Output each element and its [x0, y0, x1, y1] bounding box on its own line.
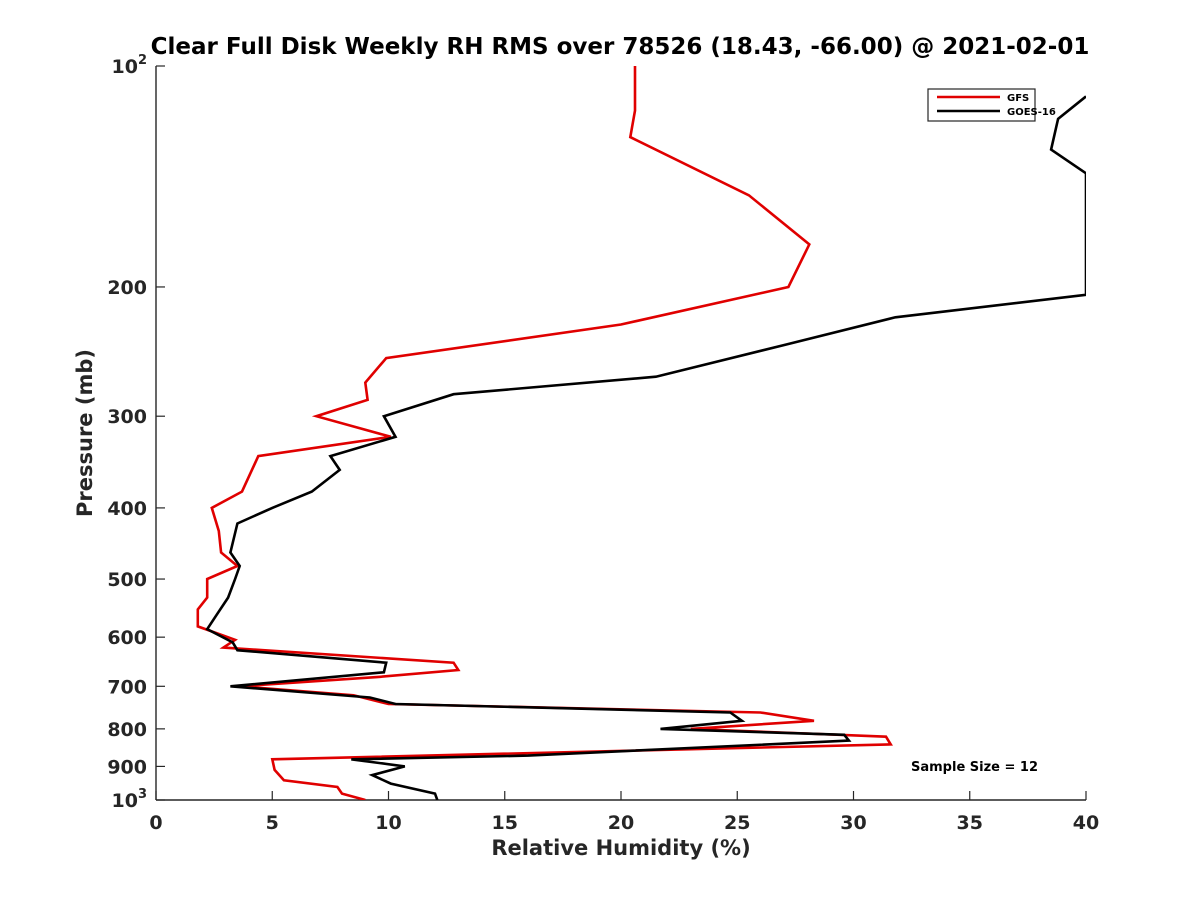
legend: GFS GOES-16 — [927, 88, 1056, 122]
x-tick-label: 10 — [375, 812, 401, 834]
y-tick-label: 300 — [107, 406, 147, 428]
y-tick-label: 900 — [107, 756, 147, 778]
x-tick-label: 35 — [957, 812, 983, 834]
y-tick-label: 400 — [107, 498, 147, 520]
y-tick-label: 200 — [107, 277, 147, 299]
x-axis-label: Relative Humidity (%) — [491, 836, 750, 860]
legend-box — [927, 88, 1036, 122]
y-axis-ticks: 102 200 300 400 500 600 700 800 900 103 — [107, 53, 165, 812]
x-tick-label: 0 — [149, 812, 162, 834]
x-tick-label: 40 — [1073, 812, 1099, 834]
legend-label-gfs: GFS — [1007, 93, 1029, 104]
y-axis-label: Pressure (mb) — [73, 349, 97, 517]
y-tick-label: 600 — [107, 627, 147, 649]
y-tick-label: 500 — [107, 569, 147, 591]
legend-label-goes16: GOES-16 — [1007, 107, 1056, 118]
x-tick-label: 20 — [608, 812, 634, 834]
series-line-goes-16 — [205, 95, 1086, 800]
y-tick-label: 700 — [107, 676, 147, 698]
series-layer — [196, 66, 1086, 800]
series-line-gfs — [196, 66, 893, 800]
x-tick-label: 25 — [724, 812, 750, 834]
y-tick-label: 102 — [112, 53, 148, 78]
sample-size-annotation: Sample Size = 12 — [911, 760, 1038, 775]
x-axis-ticks: 0 5 10 15 20 25 30 35 40 — [149, 791, 1099, 834]
y-tick-label: 800 — [107, 719, 147, 741]
x-tick-label: 5 — [266, 812, 279, 834]
y-tick-label: 103 — [112, 787, 148, 812]
x-tick-label: 30 — [840, 812, 866, 834]
chart-title: Clear Full Disk Weekly RH RMS over 78526… — [151, 34, 1090, 60]
x-tick-label: 15 — [492, 812, 518, 834]
